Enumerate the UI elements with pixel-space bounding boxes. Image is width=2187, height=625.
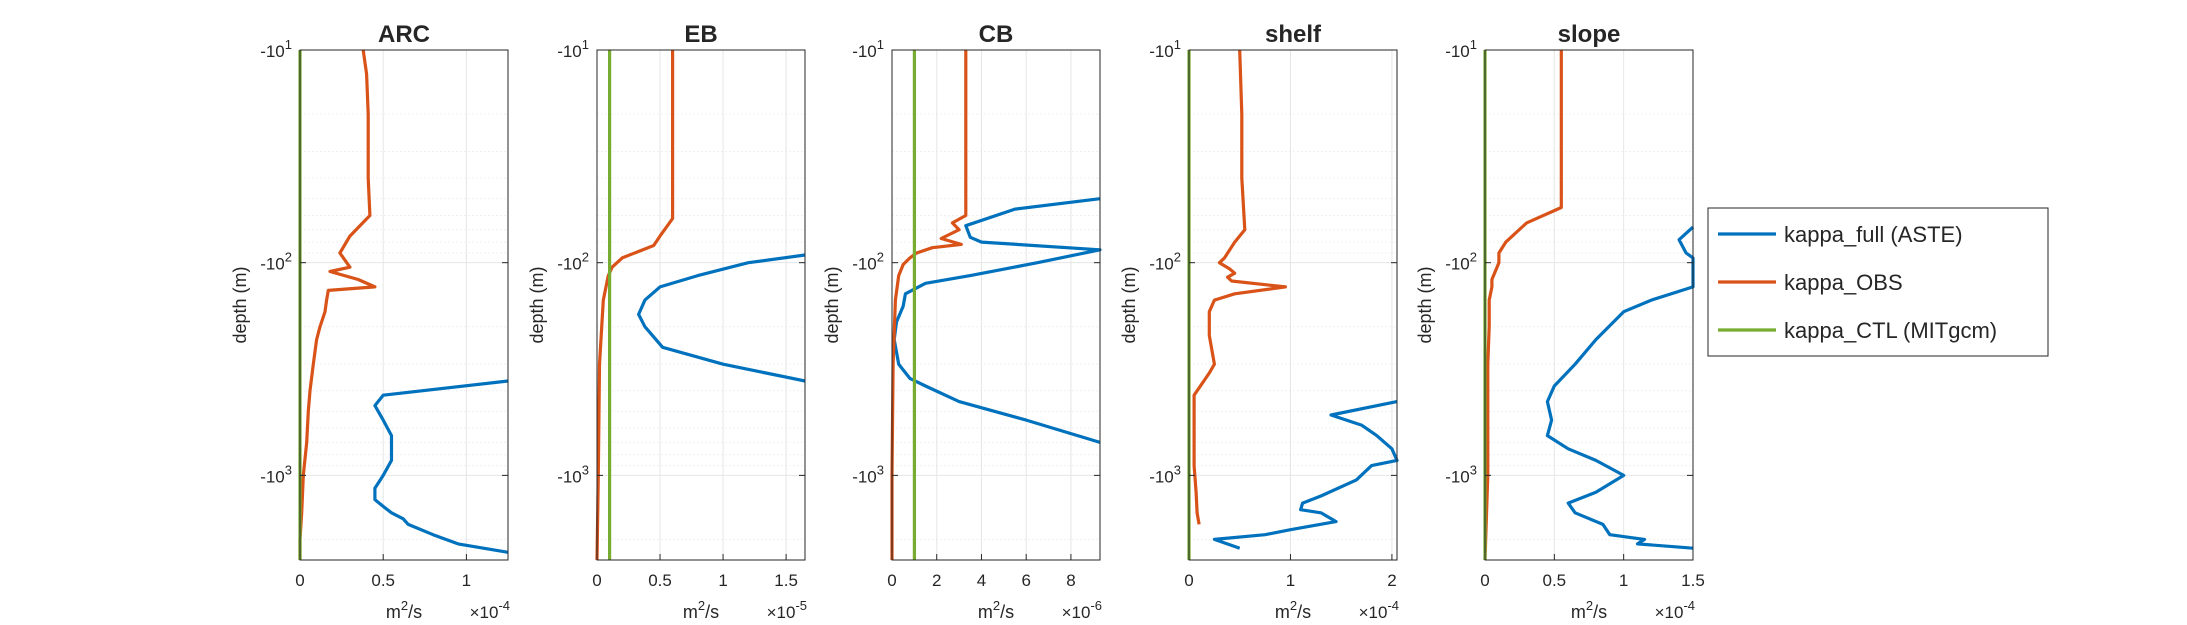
panel-arc: -101 -102 -103 0 0.5 1 ARC depth (m) m2/s ×10-4 bbox=[230, 21, 510, 622]
axes-box bbox=[299, 49, 509, 561]
panel-cb: -101 -102 -103 0 2 4 6 8 CB depth (m) m2/s ×10-6 bbox=[822, 21, 1102, 622]
legend-label-kappa-full-aste: kappa_full (ASTE) bbox=[1784, 222, 1963, 247]
panel-eb: -101 -102 -103 0 0.5 1 1.5 EB depth (m) m2/s ×10-5 bbox=[527, 21, 807, 622]
x-tick-label: 0 bbox=[592, 571, 601, 590]
legend: kappa_full (ASTE) kappa_OBS kappa_CTL (MIT… bbox=[1707, 207, 2049, 357]
y-tick-label: -103 bbox=[1149, 462, 1181, 486]
x-exponent-label: ×10-4 bbox=[1655, 598, 1695, 622]
y-tick-label: -102 bbox=[557, 250, 589, 274]
x-tick-label: 4 bbox=[977, 571, 986, 590]
x-tick-label: 0 bbox=[1184, 571, 1193, 590]
x-tick-label: 0.5 bbox=[371, 571, 395, 590]
panel-title: CB bbox=[979, 21, 1014, 48]
x-axis-label: m2/s bbox=[1275, 598, 1311, 622]
series-kappa-obs bbox=[298, 49, 377, 560]
x-tick-label: 1 bbox=[1286, 571, 1295, 590]
y-tick-label: -102 bbox=[1149, 250, 1181, 274]
series-kappa-full-aste bbox=[892, 197, 1102, 444]
panel-shelf: -101 -102 -103 0 1 2 shelf depth (m) m2/s ×10-4 bbox=[1119, 21, 1399, 622]
x-tick-label: 0.5 bbox=[648, 571, 672, 590]
x-tick-label: 8 bbox=[1066, 571, 1075, 590]
panel-slope: -101 -102 -103 0 0.5 1 1.5 slope depth (m) m2/s ×1… bbox=[1415, 21, 1705, 622]
x-axis-label: m2/s bbox=[978, 598, 1014, 622]
y-tick-label: -103 bbox=[852, 462, 884, 486]
panel-title: slope bbox=[1558, 21, 1621, 48]
series-kappa-obs bbox=[595, 50, 675, 561]
x-tick-label: 0 bbox=[1480, 571, 1489, 590]
x-tick-label: 1 bbox=[718, 571, 727, 590]
x-axis-label: m2/s bbox=[386, 598, 422, 622]
series-kappa-full-aste bbox=[1212, 400, 1399, 550]
axes-box bbox=[1484, 49, 1694, 561]
series-kappa-obs bbox=[1483, 50, 1563, 561]
y-tick-label: -101 bbox=[1445, 37, 1477, 61]
y-tick-label: -101 bbox=[557, 37, 589, 61]
x-tick-label: 2 bbox=[1387, 571, 1396, 590]
axes-box bbox=[1188, 49, 1398, 561]
series-kappa-full-aste bbox=[637, 253, 806, 383]
x-tick-label: 1 bbox=[462, 571, 471, 590]
y-tick-label: -101 bbox=[852, 37, 884, 61]
panel-title: shelf bbox=[1265, 21, 1322, 48]
axes-box bbox=[596, 49, 806, 561]
series-kappa-full-aste bbox=[373, 379, 509, 554]
panel-title: ARC bbox=[378, 21, 430, 48]
y-tick-label: -103 bbox=[1445, 462, 1477, 486]
x-tick-label: 0 bbox=[295, 571, 304, 590]
x-tick-label: 6 bbox=[1021, 571, 1030, 590]
x-tick-label: 2 bbox=[932, 571, 941, 590]
y-axis-label: depth (m) bbox=[230, 266, 250, 343]
axes-box bbox=[891, 49, 1101, 561]
x-tick-label: 1.5 bbox=[774, 571, 798, 590]
legend-label-kappa-ctl-mitgcm: kappa_CTL (MITgcm) bbox=[1784, 318, 1997, 343]
series-kappa-obs bbox=[1192, 49, 1287, 525]
legend-label-kappa-obs: kappa_OBS bbox=[1784, 270, 1903, 295]
x-tick-label: 0.5 bbox=[1543, 571, 1567, 590]
y-tick-label: -103 bbox=[557, 462, 589, 486]
y-tick-label: -101 bbox=[1149, 37, 1181, 61]
y-axis-label: depth (m) bbox=[1415, 266, 1435, 343]
y-tick-label: -102 bbox=[260, 250, 292, 274]
y-axis-label: depth (m) bbox=[822, 266, 842, 343]
y-axis-label: depth (m) bbox=[527, 266, 547, 343]
panel-title: EB bbox=[684, 21, 717, 48]
x-exponent-label: ×10-6 bbox=[1062, 598, 1102, 622]
y-tick-label: -101 bbox=[260, 37, 292, 61]
x-tick-label: 0 bbox=[887, 571, 896, 590]
x-tick-label: 1.5 bbox=[1681, 571, 1705, 590]
x-exponent-label: ×10-4 bbox=[470, 598, 510, 622]
x-exponent-label: ×10-5 bbox=[767, 598, 807, 622]
x-axis-label: m2/s bbox=[683, 598, 719, 622]
y-tick-label: -103 bbox=[260, 462, 292, 486]
series-kappa-obs bbox=[890, 50, 968, 560]
x-tick-label: 1 bbox=[1619, 571, 1628, 590]
x-exponent-label: ×10-4 bbox=[1359, 598, 1399, 622]
x-axis-label: m2/s bbox=[1571, 598, 1607, 622]
y-tick-label: -102 bbox=[852, 250, 884, 274]
y-axis-label: depth (m) bbox=[1119, 266, 1139, 343]
y-tick-label: -102 bbox=[1445, 250, 1477, 274]
